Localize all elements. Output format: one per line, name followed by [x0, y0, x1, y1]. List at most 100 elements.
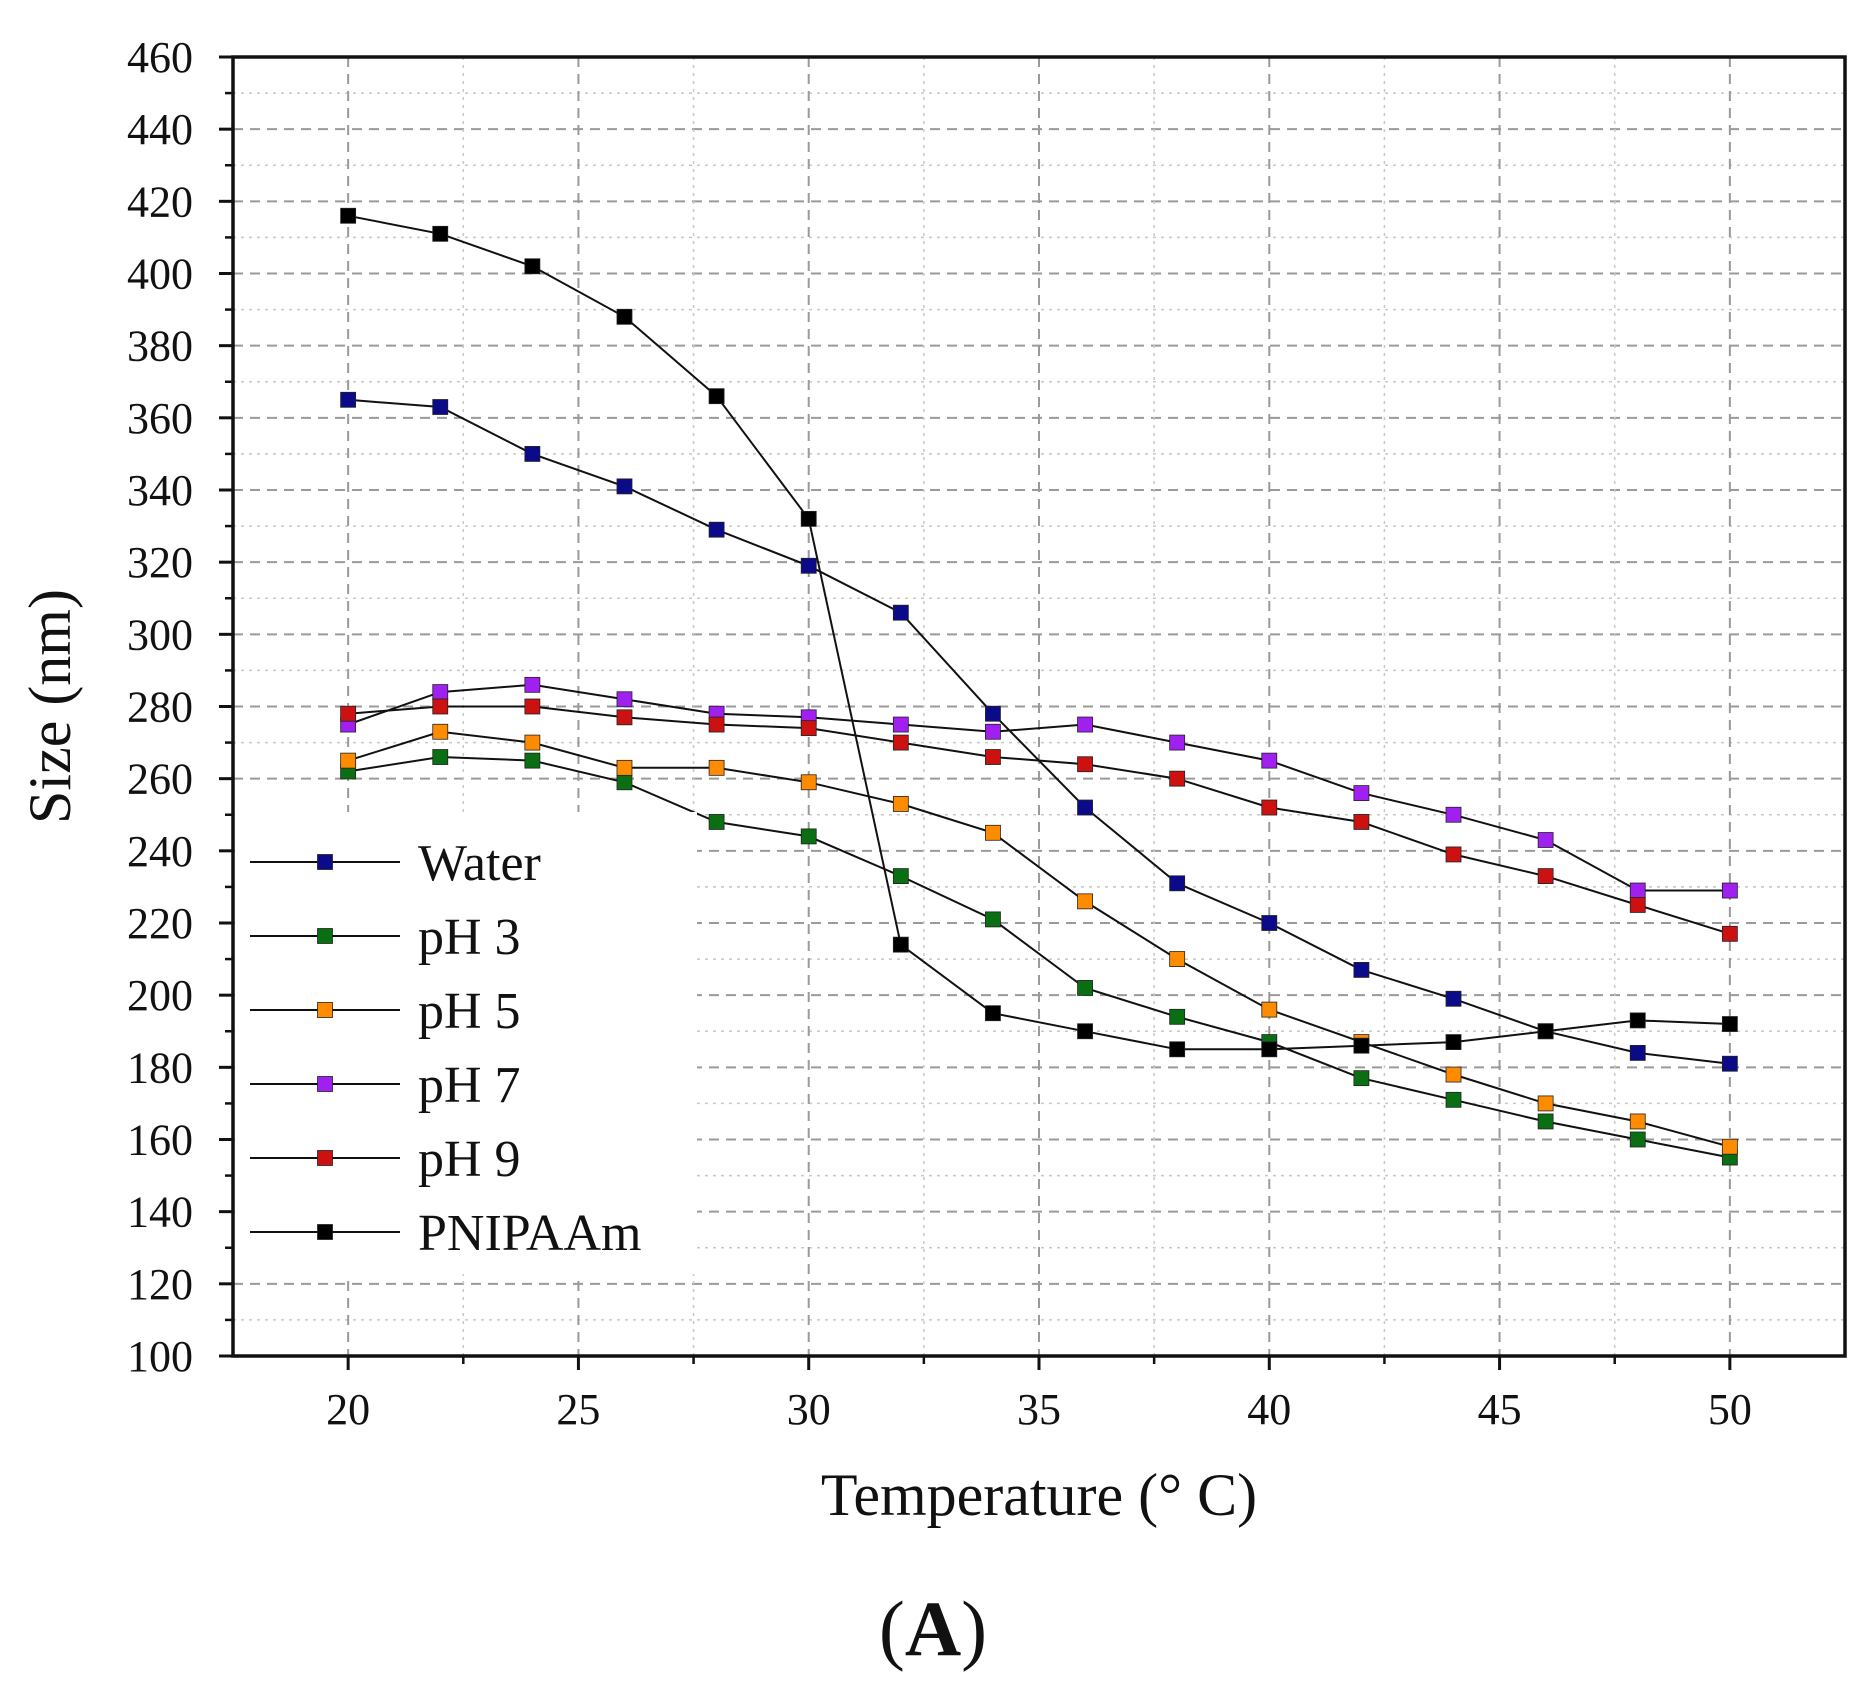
- data-point-ph-7: [616, 691, 633, 708]
- series-line-ph-3: [347, 755, 1731, 1159]
- data-point-water: [1445, 990, 1462, 1007]
- data-point-ph-9: [432, 698, 449, 715]
- data-point-water: [340, 391, 357, 408]
- data-point-ph-3: [708, 814, 725, 830]
- data-point-ph-5: [524, 734, 541, 751]
- data-point-ph-9: [892, 734, 909, 751]
- y-tick-label: 140: [127, 1188, 193, 1237]
- data-point-ph-3: [1169, 1008, 1186, 1025]
- data-point-pnipaam: [1537, 1023, 1554, 1040]
- series-line-ph-5: [347, 730, 1731, 1148]
- data-point-pnipaam: [340, 207, 357, 224]
- data-point-ph-9: [1077, 756, 1093, 773]
- data-point-pnipaam: [432, 225, 449, 242]
- y-tick-label: 220: [127, 899, 193, 948]
- y-tick-label: 400: [127, 250, 193, 299]
- y-tick-label: 240: [127, 827, 193, 876]
- data-point-ph-5: [340, 752, 357, 769]
- data-point-water: [1077, 799, 1093, 816]
- data-point-water: [1261, 915, 1278, 931]
- y-tick-label: 360: [127, 394, 193, 443]
- data-point-ph-5: [892, 796, 909, 812]
- data-point-pnipaam: [1353, 1037, 1370, 1054]
- data-point-ph-3: [432, 749, 449, 765]
- data-point-ph-5: [985, 824, 1001, 841]
- series-group: [340, 207, 1738, 1166]
- y-tick-label: 200: [127, 971, 193, 1020]
- data-point-ph-5: [800, 774, 817, 791]
- data-point-ph-5: [1169, 951, 1186, 967]
- y-tick-label: 120: [127, 1260, 193, 1309]
- data-point-ph-7: [432, 684, 449, 700]
- y-tick-label: 300: [127, 610, 193, 659]
- data-point-pnipaam: [708, 388, 725, 405]
- data-point-pnipaam: [800, 510, 817, 527]
- x-axis-title: Temperature (° C): [821, 1462, 1257, 1528]
- data-point-ph-9: [1261, 799, 1278, 816]
- legend-label-ph-7: pH 7: [418, 1057, 521, 1114]
- legend-label-ph-5: pH 5: [418, 983, 521, 1040]
- x-tick-label: 45: [1478, 1385, 1522, 1434]
- legend-label-water: Water: [418, 835, 541, 892]
- data-point-pnipaam: [616, 308, 633, 325]
- data-point-ph-7: [1445, 806, 1462, 823]
- series-line-pnipaam: [347, 214, 1730, 1051]
- y-tick-label: 420: [127, 177, 193, 226]
- x-tick-label: 40: [1247, 1385, 1291, 1434]
- data-point-ph-9: [1169, 770, 1186, 787]
- data-point-ph-5: [1077, 893, 1093, 910]
- data-point-ph-3: [616, 774, 633, 791]
- series-line-ph-7: [347, 683, 1730, 892]
- legend-marker-pnipaam: [317, 1224, 333, 1240]
- data-point-ph-3: [1537, 1113, 1554, 1130]
- data-point-water: [1721, 1055, 1738, 1072]
- data-point-ph-5: [1629, 1113, 1646, 1130]
- y-axis-title: Size (nm): [17, 589, 83, 824]
- x-tick-label: 50: [1708, 1385, 1752, 1434]
- data-point-ph-9: [524, 698, 541, 715]
- y-tick-label: 260: [127, 755, 193, 804]
- y-tick-label: 180: [127, 1043, 193, 1092]
- legend-background: [235, 812, 697, 1274]
- data-point-pnipaam: [1445, 1034, 1462, 1050]
- data-point-water: [1169, 875, 1186, 892]
- data-point-ph-7: [1169, 734, 1186, 751]
- data-point-pnipaam: [524, 258, 541, 275]
- data-point-ph-5: [708, 759, 725, 776]
- x-tick-label: 25: [556, 1385, 600, 1434]
- data-point-pnipaam: [1721, 1016, 1738, 1032]
- data-point-water: [800, 557, 817, 574]
- data-point-pnipaam: [985, 1005, 1001, 1022]
- data-point-ph-9: [708, 716, 725, 733]
- legend-marker-water: [317, 854, 333, 870]
- legend-marker-ph-5: [317, 1002, 333, 1018]
- y-tick-label: 280: [127, 683, 193, 732]
- data-point-water: [432, 399, 449, 415]
- y-tick-label: 340: [127, 466, 193, 515]
- y-tick-label: 160: [127, 1116, 193, 1165]
- y-tick-label: 440: [127, 105, 193, 154]
- data-point-water: [985, 705, 1001, 722]
- data-point-ph-9: [616, 709, 633, 726]
- x-tick-label: 30: [787, 1385, 831, 1434]
- data-point-ph-5: [616, 759, 633, 776]
- data-point-ph-7: [1629, 882, 1646, 899]
- series-line-ph-9: [348, 705, 1731, 935]
- data-point-ph-7: [1077, 716, 1093, 733]
- x-tick-label: 20: [326, 1385, 370, 1434]
- legend-label-ph-9: pH 9: [418, 1131, 521, 1188]
- data-point-ph-3: [1077, 980, 1093, 996]
- y-tick-label: 380: [127, 322, 193, 371]
- data-point-ph-7: [1261, 752, 1278, 769]
- data-point-ph-7: [1537, 832, 1554, 848]
- y-tick-label: 100: [127, 1332, 193, 1381]
- data-point-pnipaam: [892, 936, 909, 953]
- data-point-ph-7: [1721, 882, 1738, 899]
- legend: Water pH 3 pH 5 pH 7 pH 9 PNIPAAm: [235, 812, 697, 1274]
- data-point-ph-7: [892, 716, 909, 733]
- y-tick-label: 460: [127, 33, 193, 82]
- data-point-water: [708, 521, 725, 538]
- data-point-water: [616, 478, 633, 495]
- data-point-ph-5: [1537, 1095, 1554, 1112]
- data-point-ph-7: [1353, 785, 1370, 801]
